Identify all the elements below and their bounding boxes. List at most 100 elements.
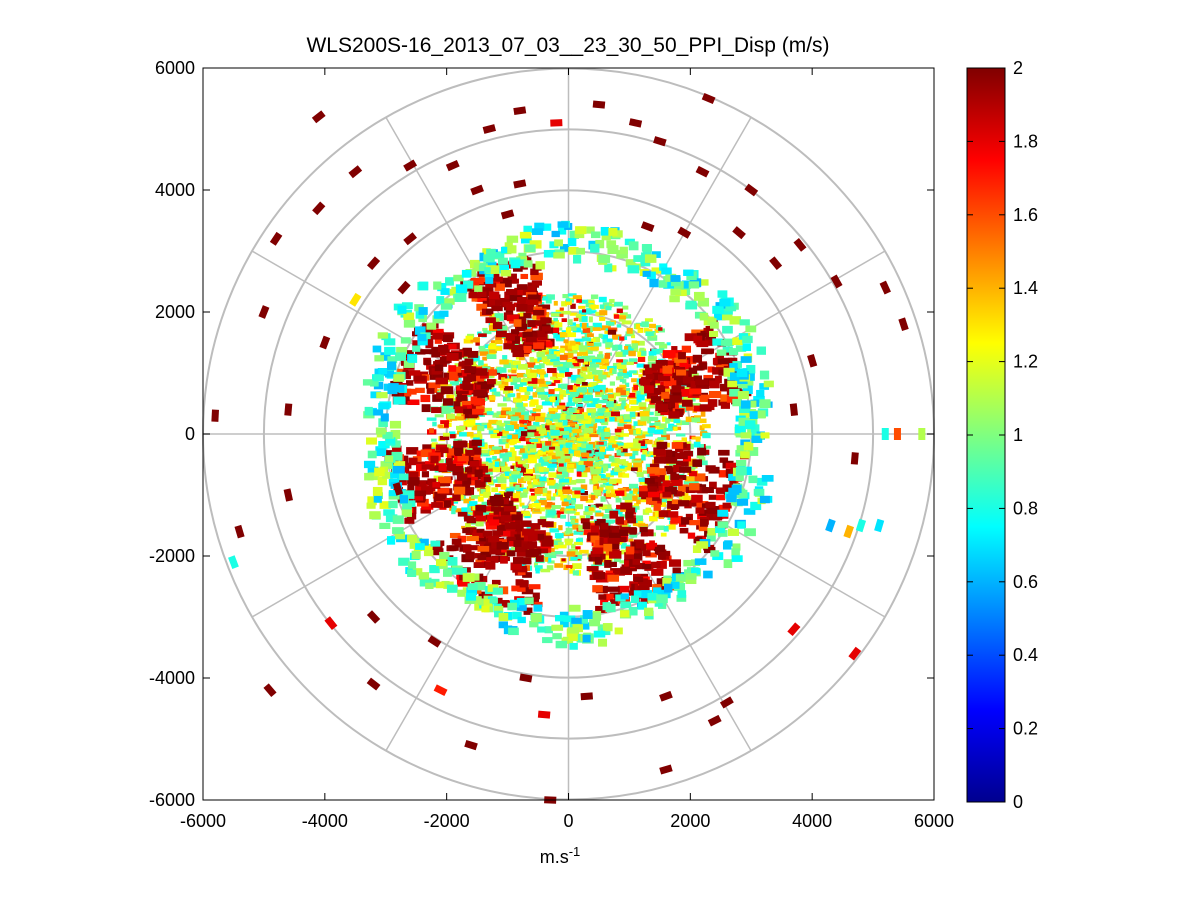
data-cell: [482, 327, 488, 332]
data-cell: [577, 387, 587, 393]
data-cell: [527, 371, 537, 378]
data-cell: [521, 587, 534, 595]
data-cell: [374, 355, 384, 362]
data-cell: [654, 600, 663, 607]
data-cell: [583, 374, 590, 379]
colorbar-tick-label: 1.4: [1013, 278, 1038, 298]
data-cell: [548, 407, 558, 413]
data-cell: [531, 613, 542, 623]
data-cell: [449, 381, 460, 386]
data-cell: [493, 511, 505, 519]
data-cell: [665, 418, 670, 424]
data-cell: [470, 396, 482, 405]
data-cell: [561, 383, 568, 390]
scattered-cell: [211, 409, 219, 422]
data-cell: [672, 385, 682, 393]
data-cell: [635, 562, 645, 570]
data-cell: [492, 455, 497, 460]
scattered-cell: [701, 92, 716, 105]
data-cell: [691, 329, 705, 336]
data-cell: [464, 366, 477, 374]
data-cell: [463, 408, 473, 415]
data-cell: [749, 411, 758, 420]
data-cell: [547, 551, 556, 556]
data-cell: [469, 460, 480, 468]
data-cell: [499, 381, 509, 387]
data-cell: [415, 387, 425, 394]
data-cell: [554, 533, 564, 539]
data-cell: [579, 436, 590, 442]
data-cell: [572, 327, 582, 333]
data-cell: [554, 563, 564, 568]
data-cell: [581, 452, 590, 457]
data-cell: [386, 437, 395, 444]
data-cell: [488, 444, 495, 449]
data-cell: [657, 437, 667, 441]
data-cell: [583, 529, 595, 535]
data-cell: [497, 367, 507, 373]
data-cell: [742, 466, 752, 476]
data-cell: [553, 252, 565, 259]
data-cell: [624, 493, 635, 499]
data-cell: [723, 559, 733, 569]
data-cell: [589, 382, 598, 388]
data-cell: [677, 590, 687, 598]
data-cell: [653, 447, 666, 455]
data-cell: [609, 416, 615, 422]
data-cell: [440, 288, 450, 295]
data-cell: [671, 442, 684, 449]
data-cell: [457, 589, 466, 597]
data-cell: [540, 301, 545, 307]
data-cell: [583, 433, 592, 439]
data-cell: [671, 478, 683, 486]
data-cell: [520, 520, 532, 527]
data-cell: [492, 321, 503, 330]
data-cell: [473, 596, 482, 604]
data-cell: [448, 365, 457, 372]
data-cell: [449, 405, 455, 410]
data-cell: [598, 429, 604, 433]
data-cell: [527, 425, 536, 430]
data-cell: [445, 458, 453, 466]
data-cell: [746, 372, 755, 381]
data-cell: [368, 472, 380, 481]
data-cell: [394, 389, 406, 397]
data-cell: [439, 406, 450, 411]
data-cell: [559, 389, 566, 396]
data-cell: [363, 460, 376, 469]
data-cell: [483, 254, 495, 263]
data-cell: [392, 527, 404, 534]
data-cell: [614, 435, 619, 440]
data-cell: [477, 554, 487, 561]
data-cell: [624, 497, 633, 504]
data-cell: [594, 486, 604, 492]
data-cell: [712, 367, 724, 375]
data-cell: [390, 472, 400, 479]
data-cell: [515, 355, 521, 360]
data-cell: [559, 332, 568, 338]
colorbar-ticks: 00.20.40.60.811.21.41.61.82: [967, 58, 1038, 812]
data-cell: [517, 586, 526, 592]
data-cell: [634, 503, 640, 508]
data-cell: [584, 423, 594, 429]
data-cell: [654, 468, 666, 476]
data-cell: [466, 512, 472, 517]
data-cell: [729, 480, 737, 487]
data-cell: [514, 530, 525, 537]
data-cell: [387, 356, 398, 364]
data-cell: [535, 416, 545, 422]
data-cell: [478, 360, 484, 366]
data-cell: [401, 302, 413, 310]
data-cell: [576, 471, 582, 477]
data-cell: [542, 296, 549, 301]
data-cell: [472, 505, 479, 511]
data-cell: [626, 361, 634, 366]
data-cell: [517, 312, 527, 318]
data-cell: [429, 465, 439, 471]
data-cell: [613, 558, 622, 562]
data-cell: [689, 520, 701, 526]
chart-title: WLS200S-16_2013_07_03__23_30_50_PPI_Disp…: [306, 34, 829, 57]
data-cell: [660, 449, 673, 457]
data-cell: [646, 271, 656, 280]
data-cell: [553, 317, 558, 322]
